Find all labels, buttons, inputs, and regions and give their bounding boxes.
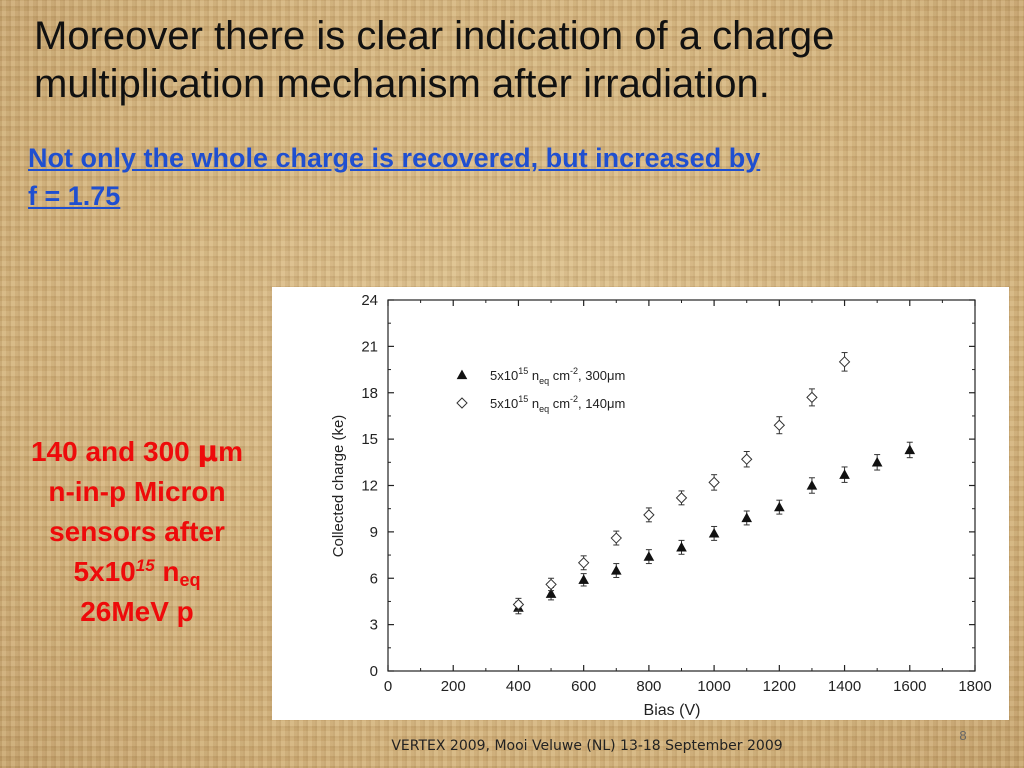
data-point <box>806 391 818 404</box>
sensor-description: 140 and 300 μm n-in-p Micron sensors aft… <box>4 432 270 632</box>
x-tick-label: 600 <box>571 678 596 695</box>
x-axis-label: Bias (V) <box>644 702 701 719</box>
legend-marker <box>456 397 468 409</box>
data-point <box>675 492 688 504</box>
data-point <box>643 509 655 521</box>
series-2 <box>512 352 851 612</box>
y-tick-label: 21 <box>361 338 378 355</box>
x-tick-label: 1600 <box>893 678 926 695</box>
y-axis: 0 3 6 9 12 15 18 21 24 <box>361 292 975 680</box>
data-point <box>741 512 753 523</box>
y-tick-label: 6 <box>370 570 378 587</box>
x-tick-label: 400 <box>506 678 531 695</box>
data-series <box>512 352 916 615</box>
x-tick-label: 0 <box>384 678 392 695</box>
data-point <box>838 356 851 368</box>
slide-subtitle: Not only the whole charge is recovered, … <box>28 139 988 215</box>
y-tick-label: 18 <box>361 385 378 402</box>
slide-subtitle-line-1: Not only the whole charge is recovered, … <box>28 143 761 173</box>
data-point <box>839 469 850 479</box>
chart-panel: 0 3 6 9 12 15 18 21 24 0 200 400 600 800 1000 1200 1400… <box>272 287 1009 720</box>
series-1 <box>513 441 916 615</box>
x-tick-label: 1800 <box>958 678 991 695</box>
data-point <box>774 501 785 512</box>
sensor-thickness-text: 140 and 300 <box>30 436 198 467</box>
data-point <box>512 598 525 611</box>
fluence-n: n <box>154 556 180 587</box>
data-point <box>578 574 589 584</box>
page-number: 8 <box>959 728 967 743</box>
data-point <box>610 532 622 544</box>
data-point <box>773 419 786 431</box>
y-tick-label: 3 <box>370 617 378 634</box>
data-point <box>676 541 687 552</box>
x-tick-label: 200 <box>441 678 466 695</box>
data-point <box>610 565 622 575</box>
data-point <box>545 588 557 598</box>
y-tick-label: 15 <box>361 431 378 448</box>
y-tick-label: 12 <box>361 478 378 495</box>
data-point <box>904 444 916 455</box>
y-tick-label: 9 <box>370 524 378 541</box>
data-point <box>643 551 655 561</box>
fluence-exponent: 15 <box>135 556 155 575</box>
plot-frame <box>387 299 976 672</box>
sensor-description-line-5: 26MeV p <box>80 596 194 627</box>
data-point <box>806 480 818 490</box>
sensor-description-line-3: sensors after <box>49 516 225 547</box>
slide-title-line-1: Moreover there is clear indication of a … <box>34 14 835 58</box>
data-point <box>708 476 720 489</box>
data-point <box>545 578 557 591</box>
x-tick-label: 1400 <box>828 678 861 695</box>
micro-symbol: μ <box>197 435 219 468</box>
legend-marker <box>456 369 468 380</box>
data-point <box>871 456 883 467</box>
sensor-description-line-1: 140 and 300 μm <box>4 432 270 472</box>
legend: 5x1015 neq cm-2, 300μm 5x1015 neq cm-2, 1… <box>456 366 625 414</box>
slide-subtitle-line-2: f = 1.75 <box>28 181 121 211</box>
y-tick-label: 24 <box>361 292 378 309</box>
legend-label: 5x1015 neq cm-2, 140μm <box>490 394 625 414</box>
slide-title-line-2: multiplication mechanism after irradiati… <box>34 62 770 106</box>
fluence-subscript: eq <box>179 570 201 590</box>
data-point <box>708 528 720 538</box>
footer: VERTEX 2009, Mooi Veluwe (NL) 13-18 Sept… <box>391 738 783 754</box>
slide-title: Moreover there is clear indication of a … <box>34 12 994 108</box>
x-tick-label: 1200 <box>763 678 796 695</box>
x-axis: 0 200 400 600 800 1000 1200 1400 1600 1800 <box>384 300 992 695</box>
y-axis-label: Collected charge (ke) <box>330 415 347 558</box>
x-tick-label: 800 <box>636 678 661 695</box>
x-tick-label: 1000 <box>697 678 730 695</box>
data-point <box>741 453 753 465</box>
unit-text: m <box>218 436 244 467</box>
fluence-base: 5x10 <box>73 556 136 587</box>
collected-charge-chart: 0 3 6 9 12 15 18 21 24 0 200 400 600 800 1000 1200 1400… <box>330 292 992 719</box>
legend-label: 5x1015 neq cm-2, 300μm <box>490 366 625 386</box>
y-tick-label: 0 <box>370 663 378 680</box>
sensor-description-line-4: 5x1015 neq <box>4 552 270 592</box>
data-point <box>577 557 590 569</box>
sensor-description-line-2: n-in-p Micron <box>48 476 226 507</box>
